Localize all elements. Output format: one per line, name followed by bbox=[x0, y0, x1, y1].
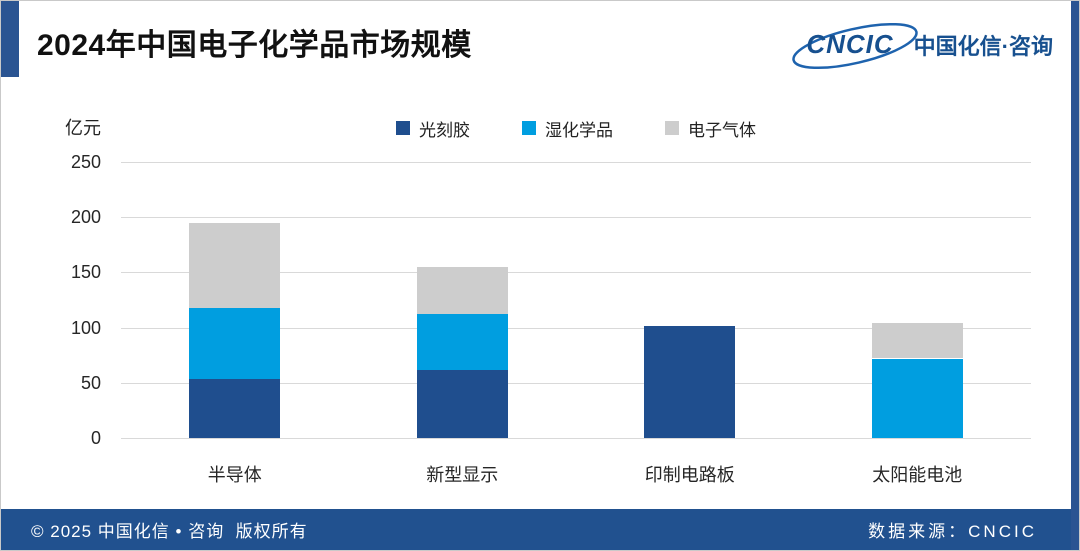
corner-accent-bar bbox=[1, 1, 19, 77]
bar-segment bbox=[871, 323, 963, 359]
y-axis-unit-label: 亿元 bbox=[65, 118, 101, 138]
x-axis-category-label: 新型显示 bbox=[426, 465, 499, 485]
legend-label: 湿化学品 bbox=[545, 120, 613, 140]
legend-swatch bbox=[665, 121, 679, 135]
gridline bbox=[121, 272, 1031, 274]
legend-label: 电子气体 bbox=[688, 120, 756, 140]
bar-segment bbox=[189, 222, 281, 308]
bar-segment bbox=[871, 358, 963, 438]
gridline bbox=[121, 438, 1031, 439]
x-axis-category-label: 太阳能电池 bbox=[872, 465, 963, 485]
logo-abbr-text: CNCIC bbox=[806, 29, 894, 59]
x-axis-category-label: 半导体 bbox=[207, 465, 262, 485]
legend-item: 湿化学品 bbox=[522, 118, 613, 140]
footer-copyright: © 2025 中国化信 • 咨询 版权所有 bbox=[31, 522, 308, 541]
legend-swatch bbox=[522, 121, 536, 135]
bar-segment bbox=[189, 379, 281, 438]
bar-segment bbox=[416, 314, 508, 370]
y-axis-tick-label: 250 bbox=[70, 152, 101, 172]
y-axis-tick-label: 200 bbox=[70, 207, 101, 228]
y-axis-tick-label: 0 bbox=[90, 428, 101, 448]
gridline bbox=[121, 162, 1031, 163]
y-axis-tick-label: 50 bbox=[80, 372, 101, 393]
y-axis-tick-label: 150 bbox=[70, 262, 101, 283]
bar-segment bbox=[416, 369, 508, 438]
gridline bbox=[121, 382, 1031, 384]
legend-item: 电子气体 bbox=[665, 118, 756, 140]
chart-legend: 光刻胶 湿化学品 电子气体 bbox=[121, 118, 1031, 140]
x-axis-category-label: 印制电路板 bbox=[644, 465, 735, 485]
cncic-logo: CNCIC 中国化信·咨询 bbox=[792, 22, 1053, 70]
footer-data-source: 数据来源：CNCIC bbox=[868, 522, 1037, 541]
logo-name-text: 中国化信·咨询 bbox=[913, 33, 1053, 59]
stacked-bar-chart: 亿元 光刻胶 湿化学品 电子气体 0 50 100 150 200 250 半导体 新型显示 印制电… bbox=[1, 96, 1079, 496]
logo-abbr-wrap: CNCIC bbox=[792, 22, 919, 70]
legend-item: 光刻胶 bbox=[396, 118, 470, 140]
page-title: 2024年中国电子化学品市场规模 bbox=[37, 29, 472, 62]
legend-swatch bbox=[396, 121, 410, 135]
y-axis-tick-label: 100 bbox=[70, 317, 101, 338]
gridline bbox=[121, 327, 1031, 329]
gridline bbox=[121, 217, 1031, 219]
legend-label: 光刻胶 bbox=[419, 120, 470, 140]
bar-segment bbox=[644, 326, 736, 438]
footer-band: © 2025 中国化信 • 咨询 版权所有 数据来源：CNCIC bbox=[1, 509, 1079, 550]
right-edge-accent-bar bbox=[1071, 1, 1079, 550]
bar-segment bbox=[189, 307, 281, 380]
bar-segment bbox=[416, 266, 508, 315]
